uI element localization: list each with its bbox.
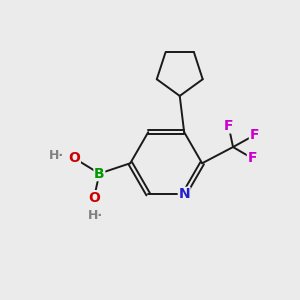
Text: B: B <box>94 167 105 181</box>
Text: O: O <box>68 151 80 165</box>
Text: F: F <box>250 128 259 142</box>
Text: F: F <box>224 119 233 133</box>
Text: H·: H· <box>49 149 64 162</box>
Text: H·: H· <box>88 209 103 222</box>
Text: O: O <box>88 191 100 205</box>
Text: N: N <box>178 188 190 201</box>
Text: F: F <box>248 151 257 165</box>
